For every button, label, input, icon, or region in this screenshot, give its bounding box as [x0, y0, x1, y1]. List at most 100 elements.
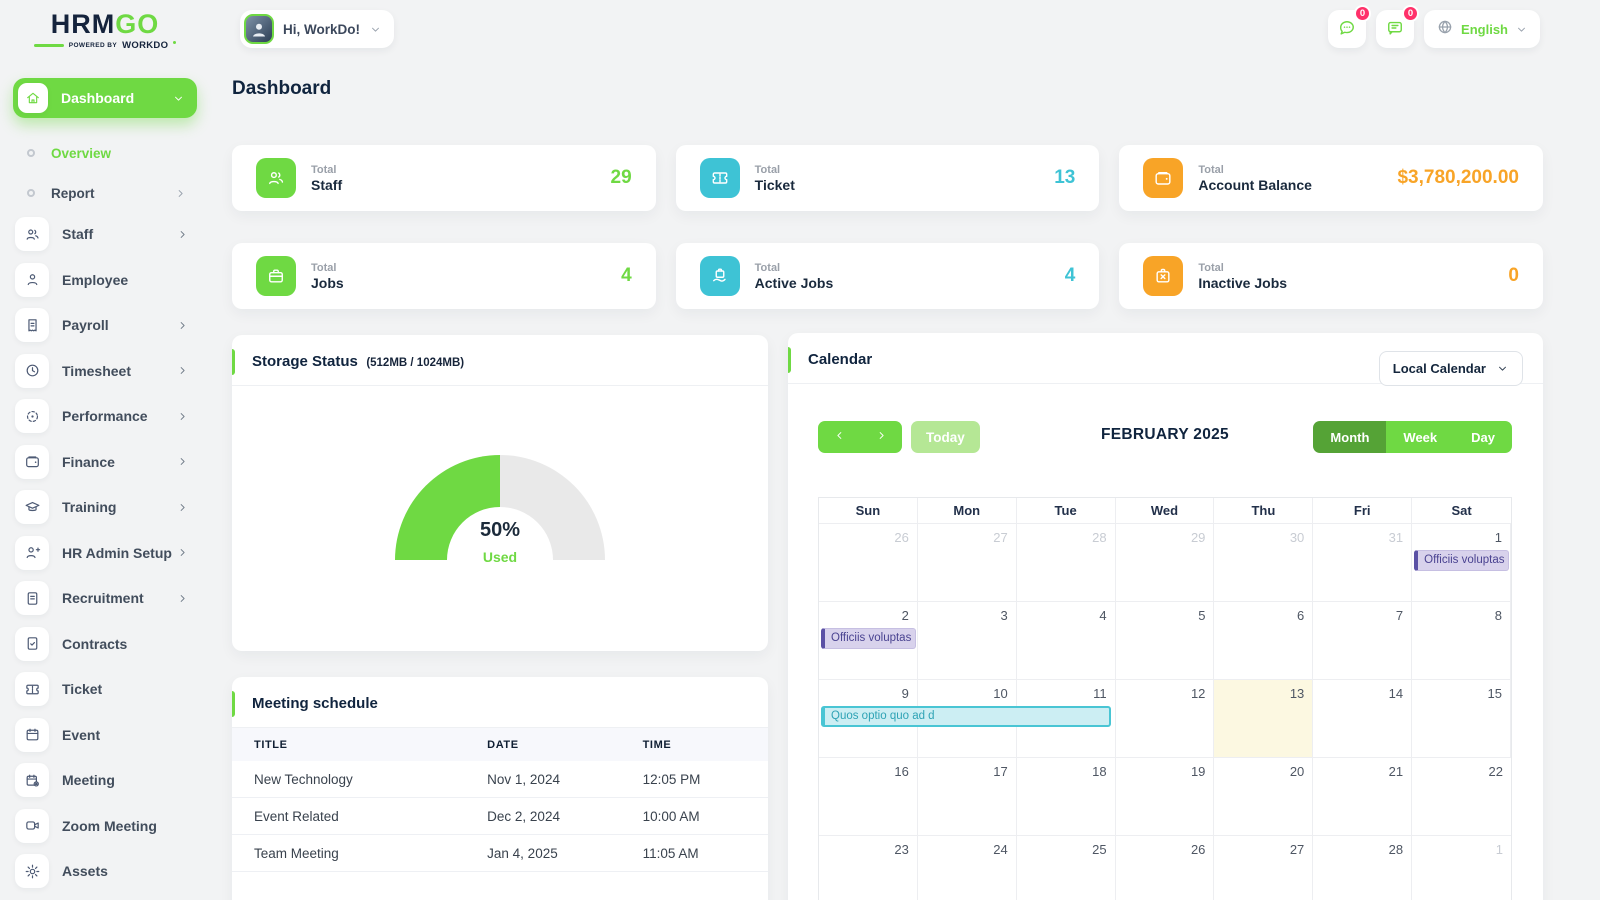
sidebar-item-contracts[interactable]: Contracts: [13, 624, 197, 664]
workdo-label: WORKDO: [122, 40, 169, 51]
notifications-button[interactable]: 0: [1376, 5, 1420, 48]
sidebar-item-performance[interactable]: Performance: [13, 396, 197, 436]
calendar-day-cell[interactable]: 21: [1313, 758, 1413, 836]
sidebar-icon-box: [15, 308, 49, 342]
meeting-col-time: TIME: [642, 738, 672, 751]
sidebar-item-dashboard[interactable]: Dashboard: [13, 78, 197, 118]
sidebar-item-label: Overview: [51, 145, 112, 161]
app-logo[interactable]: HRMGO Powered By WORKDO: [0, 10, 210, 51]
chat-icon: [1340, 20, 1355, 35]
home-icon: [27, 92, 39, 104]
sidebar-item-meeting[interactable]: Meeting: [13, 760, 197, 800]
stat-icon-box: [699, 158, 740, 198]
sidebar-item-label: Training: [62, 499, 117, 515]
sidebar-item-training[interactable]: Training: [13, 487, 197, 527]
calendar-day-cell[interactable]: 23: [819, 836, 918, 900]
calendar-day-cell[interactable]: 20: [1214, 758, 1314, 836]
sidebar-item-timesheet[interactable]: Timesheet: [13, 351, 197, 391]
sidebar-item-employee[interactable]: Employee: [13, 260, 197, 300]
day-number: 26: [894, 530, 909, 545]
calendar-day-cell[interactable]: 19: [1115, 758, 1215, 836]
calendar-day-cell[interactable]: 5: [1115, 602, 1215, 680]
calendar-day-cell[interactable]: 28: [1016, 524, 1116, 602]
calendar-day-cell[interactable]: 28: [1313, 836, 1413, 900]
sidebar-item-ticket[interactable]: Ticket: [13, 669, 197, 709]
wallet-icon: [25, 456, 39, 468]
logo-text: HRMGO: [0, 10, 210, 38]
sidebar-icon-box: [15, 444, 49, 479]
calendar-day-cell[interactable]: 22: [1412, 758, 1511, 836]
calendar-day-cell[interactable]: 14: [1313, 680, 1413, 758]
calendar-week-row: 9 10 11 12 13 14 15 Quos optio quo ad d: [819, 680, 1511, 758]
calendar-day-cell[interactable]: 29: [1115, 524, 1215, 602]
sidebar-item-report[interactable]: Report: [13, 174, 197, 212]
logo-hrm: HRM: [50, 9, 116, 39]
sidebar-item-finance[interactable]: Finance: [13, 442, 197, 482]
calendar-day-cell[interactable]: 26: [819, 524, 918, 602]
calendar-day-cell[interactable]: 1: [1412, 836, 1511, 900]
calendar-day-cell[interactable]: 27: [917, 524, 1017, 602]
calendar-day-cell[interactable]: 31: [1313, 524, 1413, 602]
day-number: 3: [1000, 608, 1008, 623]
calendar-day-cell[interactable]: 25: [1017, 836, 1116, 900]
sidebar-item-label: Employee: [62, 271, 129, 288]
calendar-event[interactable]: Officiis voluptas c: [1414, 550, 1509, 571]
calendar-day-cell[interactable]: 2: [819, 602, 918, 680]
calendar-day-cell[interactable]: 24: [918, 836, 1017, 900]
calendar-prev-button[interactable]: [818, 421, 860, 453]
calendar-day-cell[interactable]: 1: [1412, 524, 1511, 602]
sidebar-item-hr-admin-setup[interactable]: HR Admin Setup: [13, 533, 197, 573]
briefcase-hand-icon: [712, 268, 726, 282]
sidebar-item-assets[interactable]: Assets: [13, 851, 197, 891]
calendar-day-cell[interactable]: 17: [917, 758, 1017, 836]
topbar-actions: 0 0 English: [1328, 5, 1540, 48]
sidebar-item-zoom-meeting[interactable]: Zoom Meeting: [13, 806, 197, 846]
page-title: Dashboard: [232, 78, 332, 99]
calendar-view-day[interactable]: Day: [1454, 421, 1512, 453]
calendar-day-cell[interactable]: 15: [1412, 680, 1511, 758]
sidebar-item-staff[interactable]: Staff: [13, 214, 197, 254]
calendar-day-cell[interactable]: 16: [819, 758, 918, 836]
day-number: 12: [1190, 686, 1206, 701]
calendar-day-header-wed: Wed: [1115, 498, 1215, 524]
sidebar-item-recruitment[interactable]: Recruitment: [13, 578, 197, 618]
calendar-day-cell[interactable]: 4: [1016, 602, 1116, 680]
sidebar-item-payroll[interactable]: Payroll: [13, 305, 197, 345]
sidebar-icon-box: [15, 854, 49, 888]
language-select[interactable]: English: [1424, 10, 1540, 48]
calendar-day-cell[interactable]: 26: [1116, 836, 1215, 900]
sidebar-icon-box: [18, 83, 48, 113]
ticket-icon: [25, 684, 39, 694]
user-menu[interactable]: Hi, WorkDo!: [240, 10, 394, 48]
stat-labels: Total Ticket: [755, 163, 795, 194]
calendar-day-cell[interactable]: 7: [1313, 602, 1413, 680]
calendar-week-row: 16 17 18 19 20 21 22: [819, 758, 1511, 836]
sidebar-item-overview[interactable]: Overview: [13, 134, 197, 172]
calendar-next-button[interactable]: [860, 421, 902, 453]
user-plus-icon: [26, 547, 40, 559]
calendar-day-cell[interactable]: 11: [1016, 680, 1116, 758]
calendar-day-cell[interactable]: 30: [1214, 524, 1314, 602]
file-check-icon: [27, 637, 37, 650]
calendar-day-cell[interactable]: 18: [1016, 758, 1116, 836]
storage-title: Storage Status: [252, 353, 358, 370]
calendar-day-cell-today[interactable]: 13: [1214, 680, 1314, 758]
calendar-day-cell[interactable]: 3: [917, 602, 1017, 680]
calendar-day-cell[interactable]: 27: [1214, 836, 1314, 900]
calendar-source-select[interactable]: Local Calendar: [1378, 351, 1523, 386]
sidebar-icon-box: [15, 217, 49, 251]
day-number: 1: [1495, 842, 1503, 857]
calendar-view-week[interactable]: Week: [1386, 421, 1455, 453]
calendar-event[interactable]: Officiis voluptas c: [821, 628, 916, 649]
calendar-today-button[interactable]: Today: [911, 421, 980, 453]
calendar-day-cell[interactable]: 6: [1214, 602, 1314, 680]
calendar-day-cell[interactable]: 12: [1115, 680, 1215, 758]
storage-subtitle: (512MB / 1024MB): [366, 357, 465, 369]
calendar-event[interactable]: Quos optio quo ad d: [821, 706, 1111, 727]
stat-labels: Total Staff: [311, 163, 342, 194]
day-number: 29: [1190, 530, 1206, 545]
sidebar-item-event[interactable]: Event: [13, 715, 197, 755]
messages-button[interactable]: 0: [1328, 5, 1372, 48]
calendar-view-month[interactable]: Month: [1313, 421, 1387, 453]
calendar-day-cell[interactable]: 8: [1412, 602, 1511, 680]
